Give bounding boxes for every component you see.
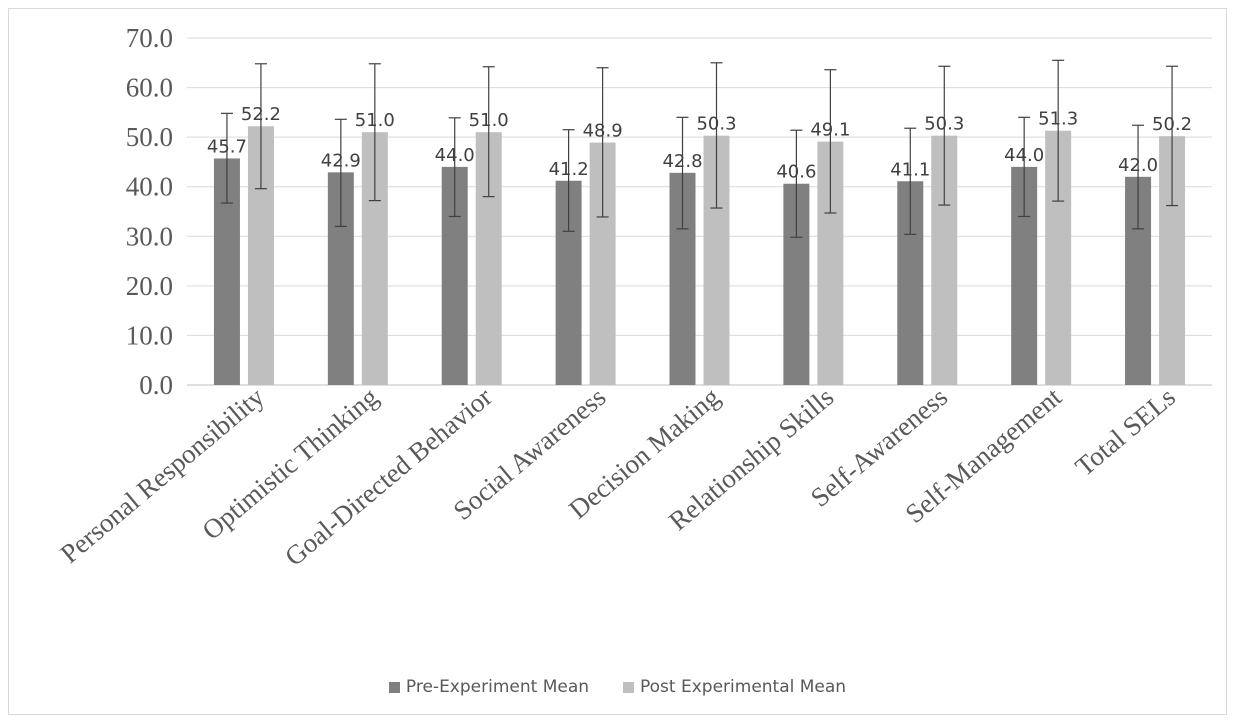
legend-swatch-pre bbox=[388, 681, 400, 693]
legend-label-pre: Pre-Experiment Mean bbox=[405, 677, 590, 697]
data-label: 50.3 bbox=[696, 114, 736, 135]
data-label: 45.7 bbox=[207, 136, 247, 157]
data-label: 51.0 bbox=[469, 110, 509, 131]
y-tick-label: 50.0 bbox=[126, 122, 173, 152]
legend-item-post: Post Experimental Mean bbox=[623, 677, 846, 697]
data-labels: 45.7 52.2 42.9 51.0 44.0 51.0 41.2 48.9 42.8 50.3… bbox=[207, 104, 1192, 183]
data-label: 44.0 bbox=[1004, 145, 1044, 166]
legend: Pre-Experiment Mean Post Experimental Me… bbox=[0, 677, 1235, 697]
x-tick-label: Personal Responsibility bbox=[55, 381, 271, 569]
legend-label-post: Post Experimental Mean bbox=[640, 677, 847, 697]
data-label: 50.2 bbox=[1152, 114, 1192, 135]
error-bars bbox=[220, 59, 1179, 238]
y-axis-ticks: 0.0 10.0 20.0 30.0 40.0 50.0 60.0 70.0 bbox=[126, 23, 173, 400]
gridlines bbox=[187, 37, 1212, 386]
data-label: 52.2 bbox=[241, 104, 281, 125]
data-label: 41.1 bbox=[890, 159, 930, 180]
data-label: 50.3 bbox=[924, 114, 964, 135]
x-tick-label: Total SELs bbox=[1069, 382, 1180, 482]
y-tick-label: 20.0 bbox=[126, 271, 173, 301]
y-tick-label: 60.0 bbox=[126, 73, 173, 103]
data-label: 42.9 bbox=[321, 150, 361, 171]
data-label: 51.3 bbox=[1038, 109, 1078, 130]
y-tick-label: 70.0 bbox=[126, 23, 173, 53]
data-label: 40.6 bbox=[776, 162, 816, 183]
data-label: 48.9 bbox=[583, 121, 623, 142]
legend-item-pre: Pre-Experiment Mean bbox=[388, 677, 590, 697]
data-label: 41.2 bbox=[549, 159, 589, 180]
data-label: 42.8 bbox=[662, 151, 702, 172]
data-label: 44.0 bbox=[435, 145, 475, 166]
y-tick-label: 0.0 bbox=[139, 370, 173, 400]
legend-swatch-post bbox=[623, 681, 635, 693]
y-tick-label: 10.0 bbox=[126, 320, 173, 350]
x-tick-label: Goal-Directed Behavior bbox=[279, 382, 498, 572]
data-label: 51.0 bbox=[355, 110, 395, 131]
data-label: 42.0 bbox=[1118, 155, 1158, 176]
y-tick-label: 30.0 bbox=[126, 221, 173, 251]
y-tick-label: 40.0 bbox=[126, 172, 173, 202]
data-label: 49.1 bbox=[810, 120, 850, 141]
